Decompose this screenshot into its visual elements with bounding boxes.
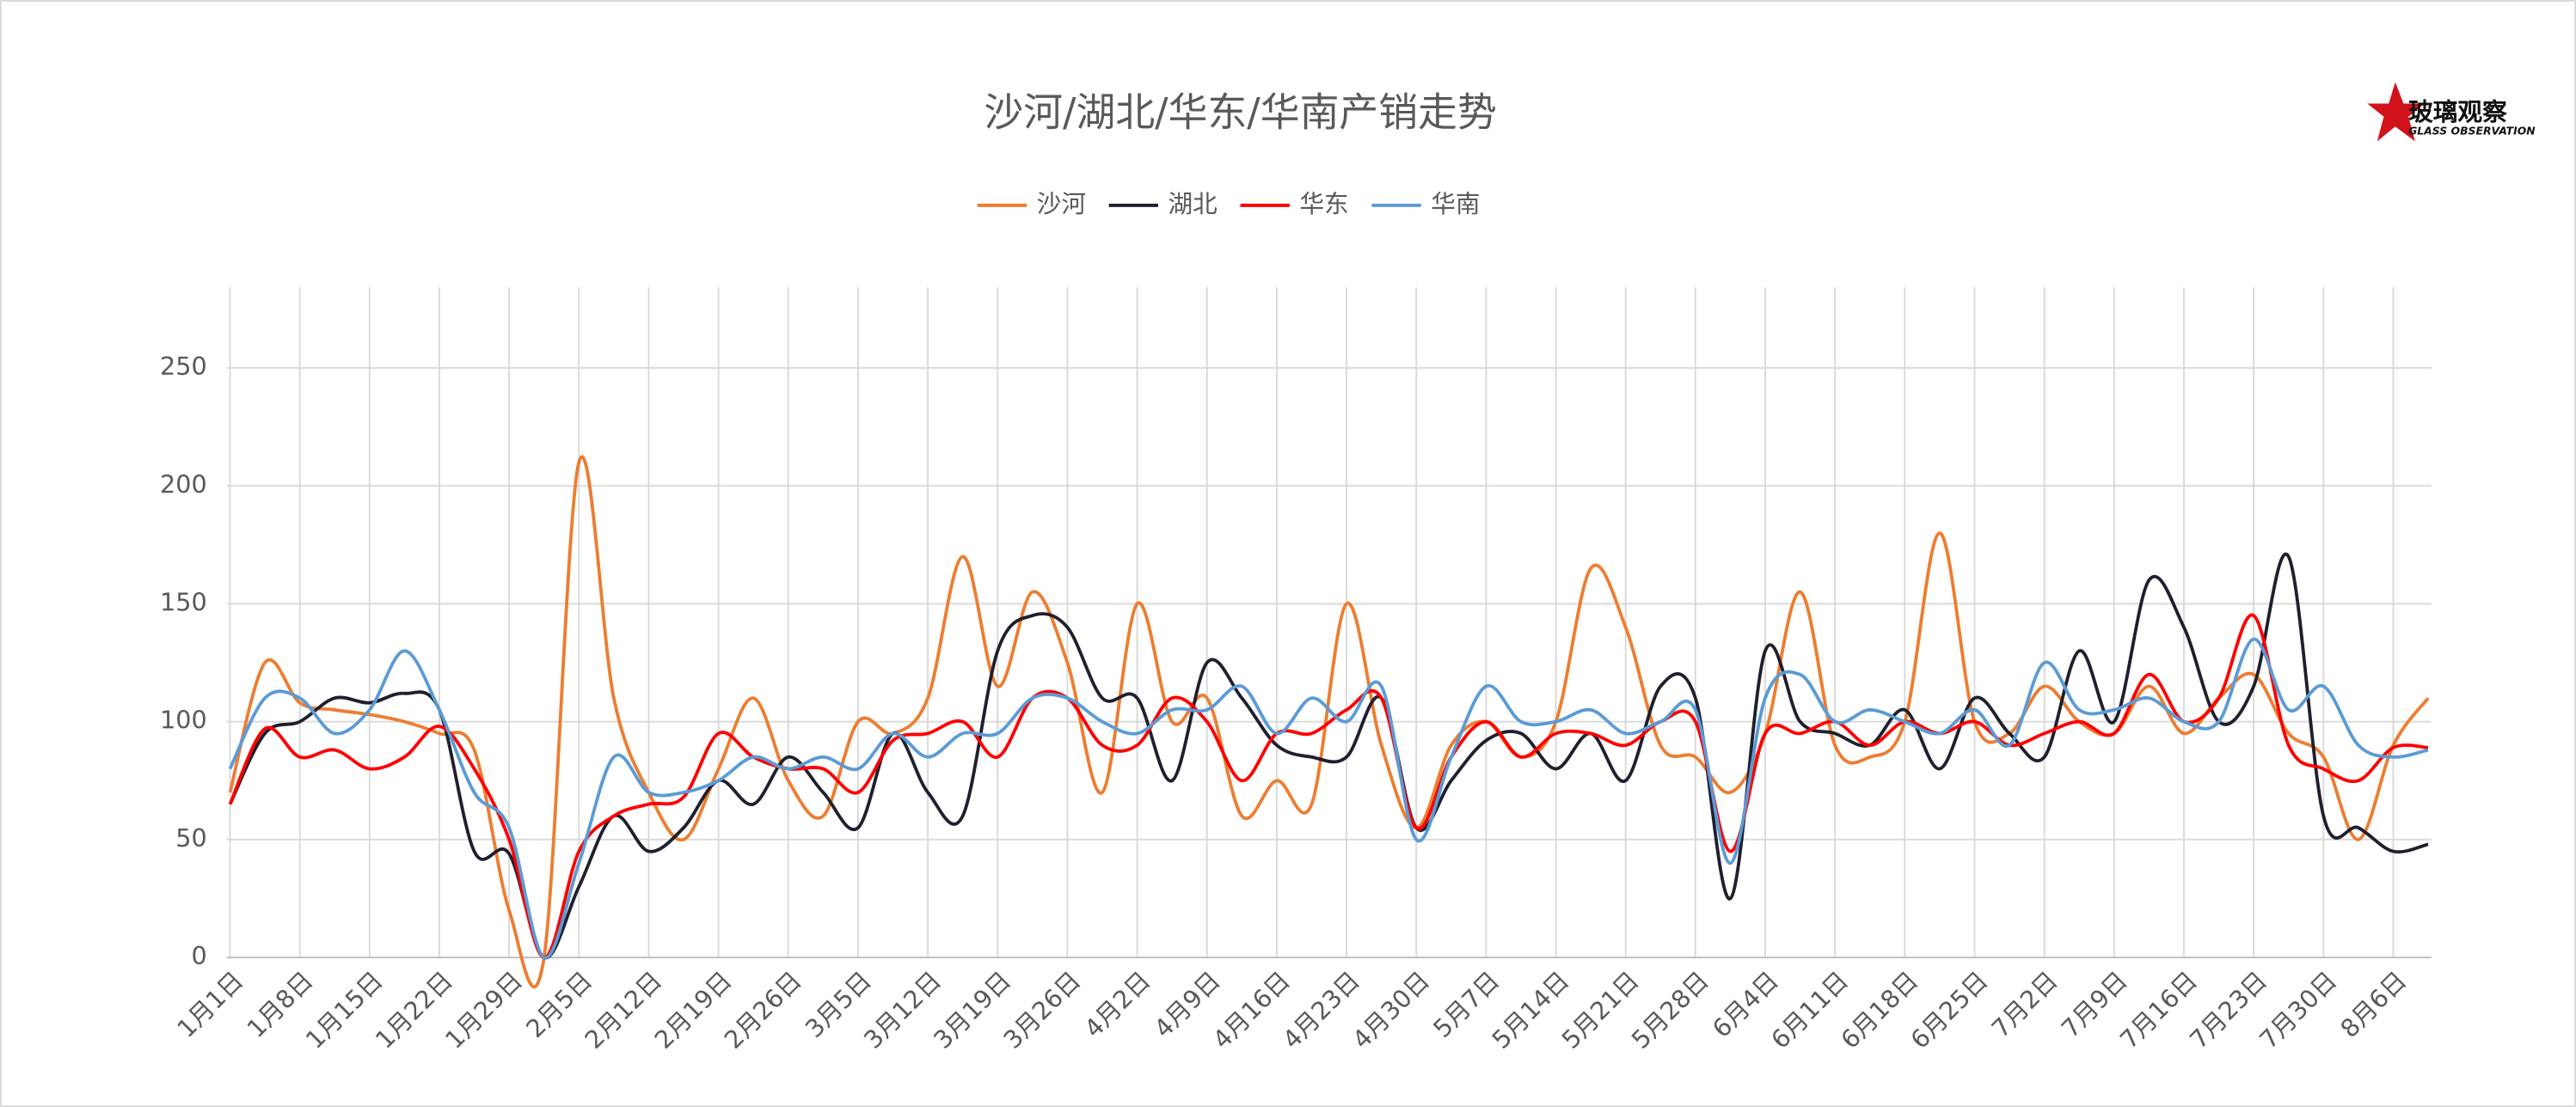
logo: 玻璃观察 GLASS OBSERVATION <box>2367 82 2536 142</box>
y-tick-label: 50 <box>175 823 206 853</box>
legend-label: 沙河 <box>1037 189 1086 218</box>
chart-title: 沙河/湖北/华东/华南产销走势 <box>984 89 1496 135</box>
logo-star <box>2367 82 2426 142</box>
y-tick-label: 250 <box>160 352 207 381</box>
legend-label: 湖北 <box>1168 189 1217 218</box>
y-tick-label: 100 <box>160 706 207 735</box>
y-tick-label: 200 <box>160 469 207 498</box>
series-line <box>228 613 2429 959</box>
y-tick-label: 0 <box>192 941 207 970</box>
legend-label: 华南 <box>1431 189 1480 218</box>
series-line <box>228 637 2429 959</box>
logo-subtext: GLASS OBSERVATION <box>2408 124 2536 137</box>
y-tick-label: 150 <box>160 587 207 616</box>
logo-text: 玻璃观察 <box>2408 97 2507 126</box>
legend-label: 华东 <box>1299 189 1348 218</box>
